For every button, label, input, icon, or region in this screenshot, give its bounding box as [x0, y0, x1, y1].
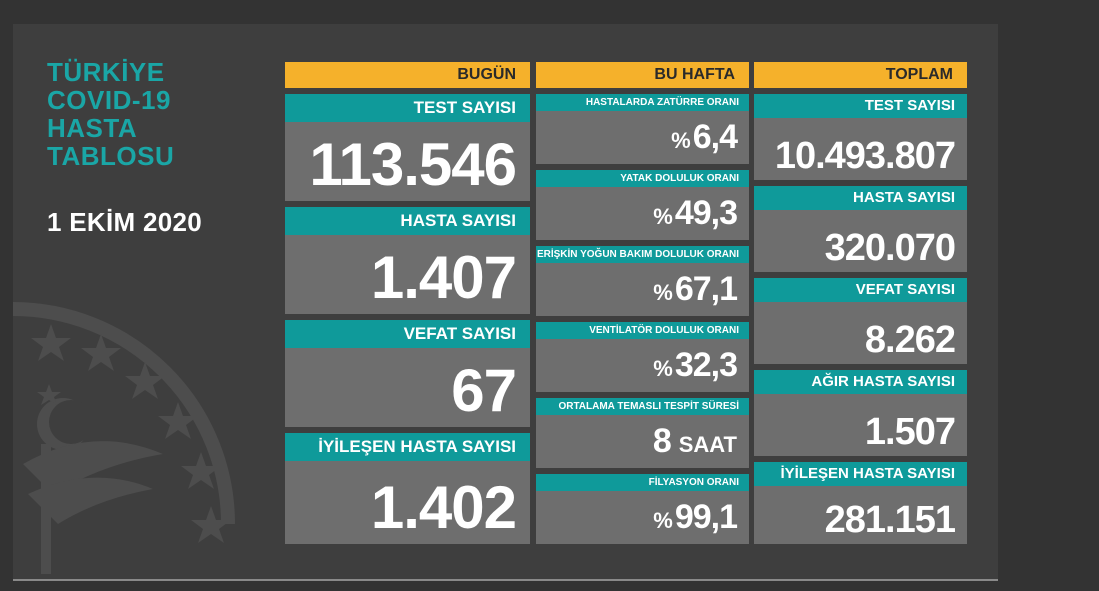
card-label: FİLYASYON ORANI	[536, 474, 749, 491]
percent-sign: %	[653, 280, 673, 305]
percent-sign: %	[653, 356, 673, 381]
card-label: TEST SAYISI	[285, 94, 530, 122]
today-cases-card: HASTA SAYISI 1.407	[285, 207, 530, 314]
week-bed-occupancy-card: YATAK DOLULUK ORANI %49,3	[536, 170, 749, 240]
week-pneumonia-card: HASTALARDA ZATÜRRE ORANI %6,4	[536, 94, 749, 164]
today-deaths-card: VEFAT SAYISI 67	[285, 320, 530, 427]
title-line-3: HASTA	[47, 113, 138, 143]
card-label: VEFAT SAYISI	[285, 320, 530, 348]
percent-sign: %	[653, 204, 673, 229]
today-recovered-card: İYİLEŞEN HASTA SAYISI 1.402	[285, 433, 530, 544]
total-recovered-card: İYİLEŞEN HASTA SAYISI 281.151	[754, 462, 967, 544]
title-line-2: COVID-19	[47, 85, 171, 115]
card-unit: SAAT	[678, 432, 737, 457]
card-label: HASTA SAYISI	[754, 186, 967, 210]
card-value: %67,1	[653, 270, 738, 311]
total-deaths-card: VEFAT SAYISI 8.262	[754, 278, 967, 364]
card-value: %6,4	[671, 118, 738, 159]
card-value: 8 SAAT	[653, 423, 737, 463]
card-number: 67,1	[674, 270, 738, 308]
card-label: ORTALAMA TEMASLI TESPİT SÜRESİ	[536, 398, 749, 415]
card-label: İYİLEŞEN HASTA SAYISI	[754, 462, 967, 486]
total-critical-card: AĞIR HASTA SAYISI 1.507	[754, 370, 967, 456]
card-value: 113.546	[309, 131, 517, 198]
title-line-1: TÜRKİYE	[47, 57, 165, 87]
card-label: HASTALARDA ZATÜRRE ORANI	[536, 94, 749, 111]
title-line-4: TABLOSU	[47, 141, 175, 171]
card-value: 10.493.807	[774, 135, 956, 177]
card-value: 8.262	[864, 319, 956, 361]
card-label: AĞIR HASTA SAYISI	[754, 370, 967, 394]
card-number: 8	[652, 422, 672, 460]
dashboard-panel: TÜRKİYE COVID-19 HASTA TABLOSU 1 EKİM 20…	[13, 24, 998, 579]
card-value: 67	[451, 357, 517, 424]
week-ventilator-card: VENTİLATÖR DOLULUK ORANI %32,3	[536, 322, 749, 392]
card-number: 49,3	[674, 194, 738, 232]
week-icu-occupancy-card: ERİŞKİN YOĞUN BAKIM DOLULUK ORANI %67,1	[536, 246, 749, 316]
card-label: İYİLEŞEN HASTA SAYISI	[285, 433, 530, 461]
week-filiation-card: FİLYASYON ORANI %99,1	[536, 474, 749, 544]
card-value: 320.070	[824, 227, 956, 269]
header-bu-hafta: BU HAFTA	[536, 62, 749, 88]
card-value: %99,1	[653, 498, 738, 539]
card-value: 1.402	[370, 474, 517, 541]
report-date: 1 EKİM 2020	[47, 207, 203, 237]
page-title: TÜRKİYE COVID-19 HASTA TABLOSU	[47, 58, 174, 170]
card-number: 32,3	[674, 346, 738, 384]
card-label: VENTİLATÖR DOLULUK ORANI	[536, 322, 749, 339]
card-value: 1.507	[864, 411, 956, 453]
card-value: %32,3	[653, 346, 738, 387]
total-cases-card: HASTA SAYISI 320.070	[754, 186, 967, 272]
header-bugun: BUGÜN	[285, 62, 530, 88]
card-number: 99,1	[674, 498, 738, 536]
card-label: HASTA SAYISI	[285, 207, 530, 235]
card-label: YATAK DOLULUK ORANI	[536, 170, 749, 187]
header-toplam: TOPLAM	[754, 62, 967, 88]
card-label: ERİŞKİN YOĞUN BAKIM DOLULUK ORANI	[536, 246, 749, 263]
today-test-card: TEST SAYISI 113.546	[285, 94, 530, 201]
total-test-card: TEST SAYISI 10.493.807	[754, 94, 967, 180]
card-value: 1.407	[370, 244, 517, 311]
percent-sign: %	[653, 508, 673, 533]
bottom-divider	[13, 579, 998, 581]
card-value: %49,3	[653, 194, 738, 235]
card-number: 6,4	[692, 118, 738, 156]
week-contact-tracing-card: ORTALAMA TEMASLI TESPİT SÜRESİ 8 SAAT	[536, 398, 749, 468]
card-value: 281.151	[824, 499, 956, 541]
percent-sign: %	[671, 128, 691, 153]
card-label: TEST SAYISI	[754, 94, 967, 118]
card-label: VEFAT SAYISI	[754, 278, 967, 302]
